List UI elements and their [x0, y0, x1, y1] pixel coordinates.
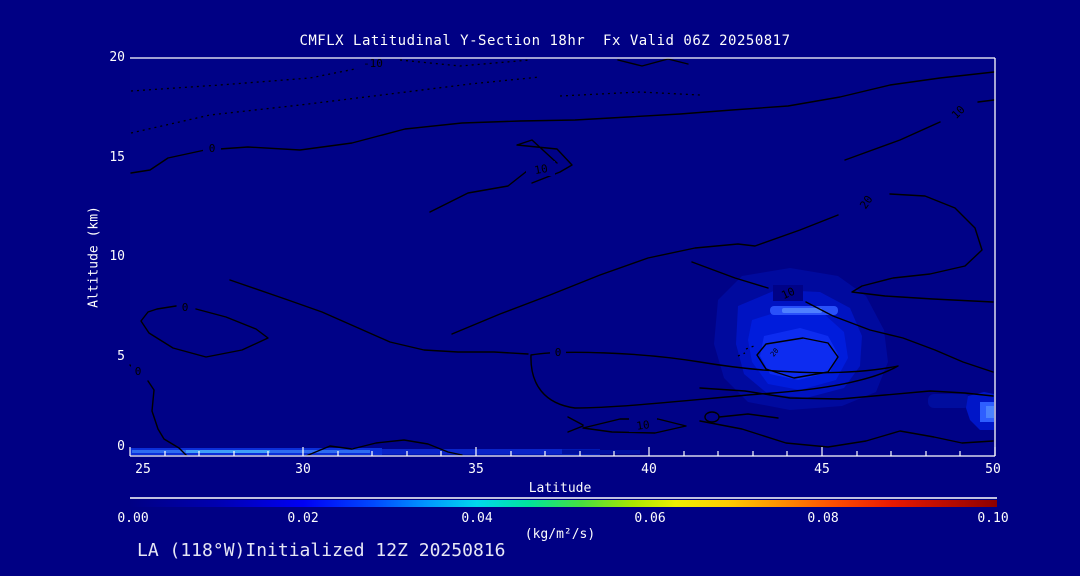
contour-label: 10	[636, 418, 651, 433]
x-tick-30: 30	[295, 462, 311, 477]
contour-label: 0	[209, 142, 216, 155]
x-tick-45: 45	[814, 462, 830, 477]
init-label: LA (118°W)Initialized 12Z 20250816	[137, 540, 506, 561]
cbar-tick-000: 0.00	[117, 511, 149, 526]
contour-label: 10	[533, 162, 548, 177]
contour-label: 0	[135, 365, 142, 378]
contour-label: 20	[857, 193, 875, 211]
cbar-tick-004: 0.04	[461, 511, 493, 526]
x-tick-50: 50	[985, 462, 1001, 477]
y-axis-label: Altitude (km)	[86, 206, 102, 308]
cbar-tick-006: 0.06	[634, 511, 666, 526]
negative-contour-lines	[130, 59, 755, 357]
x-axis-label: Latitude	[528, 481, 592, 496]
colorbar-unit-label: (kg/m²/s)	[524, 527, 596, 542]
cbar-tick-008: 0.08	[807, 511, 839, 526]
y-tick-5: 5	[117, 349, 125, 364]
chart-title: CMFLX Latitudinal Y-Section 18hr Fx Vali…	[299, 33, 791, 49]
contour-label: -10	[363, 57, 383, 70]
contour-label: 20	[769, 347, 781, 359]
x-tick-40: 40	[641, 462, 657, 477]
y-tick-10: 10	[109, 249, 125, 264]
contour-label-masks	[131, 56, 974, 432]
colorbar-gradient	[130, 500, 997, 507]
y-tick-20: 20	[109, 50, 125, 65]
colorbar	[130, 497, 997, 507]
plot-frame	[130, 57, 996, 457]
cbar-tick-010: 0.10	[977, 511, 1009, 526]
x-tick-25: 25	[135, 462, 151, 477]
contour-label: 0	[182, 301, 189, 314]
x-tick-35: 35	[468, 462, 484, 477]
contour-label: 10	[779, 285, 797, 302]
y-tick-15: 15	[109, 150, 125, 165]
y-tick-0: 0	[117, 439, 125, 454]
cbar-tick-002: 0.02	[287, 511, 319, 526]
x-axis-ticks	[129, 447, 996, 456]
contour-label: 0	[555, 346, 562, 359]
